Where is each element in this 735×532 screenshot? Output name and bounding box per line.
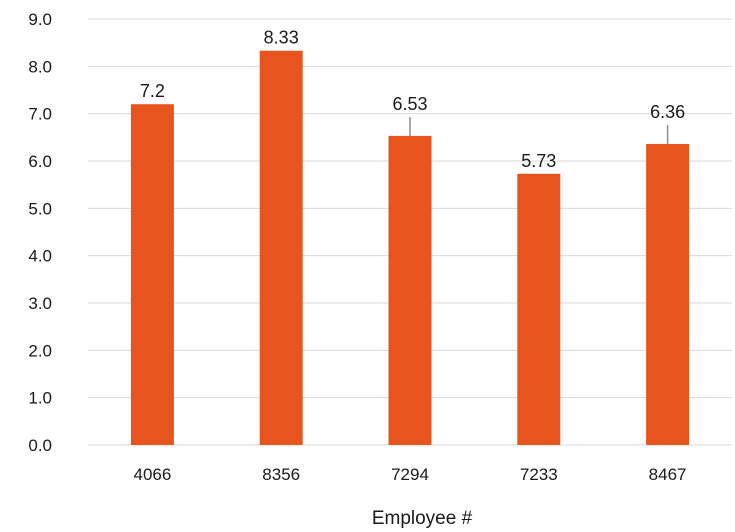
data-label: 6.36 — [650, 102, 685, 122]
y-tick-label: 8.0 — [28, 57, 52, 76]
x-tick-label: 7233 — [520, 465, 558, 484]
x-tick-label: 8467 — [649, 465, 687, 484]
y-tick-label: 5.0 — [28, 199, 52, 218]
x-axis-title: Employee # — [372, 508, 473, 529]
x-tick-label: 8356 — [262, 465, 300, 484]
x-tick-label: 7294 — [391, 465, 429, 484]
x-axis-ticks: 4066 8356 7294 7233 8467 — [133, 465, 686, 484]
data-label: 6.53 — [392, 94, 427, 114]
bar — [517, 173, 561, 445]
bar — [646, 143, 690, 445]
y-axis-ticks: 0.0 1.0 2.0 3.0 4.0 5.0 6.0 7.0 8.0 9.0 — [28, 10, 52, 455]
x-tick-label: 4066 — [133, 465, 171, 484]
y-tick-label: 1.0 — [28, 389, 52, 408]
y-tick-label: 2.0 — [28, 341, 52, 360]
y-tick-label: 0.0 — [28, 436, 52, 455]
y-tick-label: 4.0 — [28, 247, 52, 266]
data-label: 7.2 — [140, 81, 165, 101]
y-tick-label: 3.0 — [28, 294, 52, 313]
data-labels: 7.2 8.33 6.53 5.73 6.36 — [140, 28, 685, 171]
y-tick-label: 9.0 — [28, 10, 52, 29]
bars — [130, 50, 690, 446]
bar — [388, 135, 432, 445]
error-bars — [409, 116, 669, 144]
y-tick-label: 6.0 — [28, 152, 52, 171]
data-label: 5.73 — [521, 151, 556, 171]
bar — [130, 104, 174, 445]
data-label: 8.33 — [264, 28, 299, 48]
bar — [259, 50, 303, 446]
y-tick-label: 7.0 — [28, 105, 52, 124]
